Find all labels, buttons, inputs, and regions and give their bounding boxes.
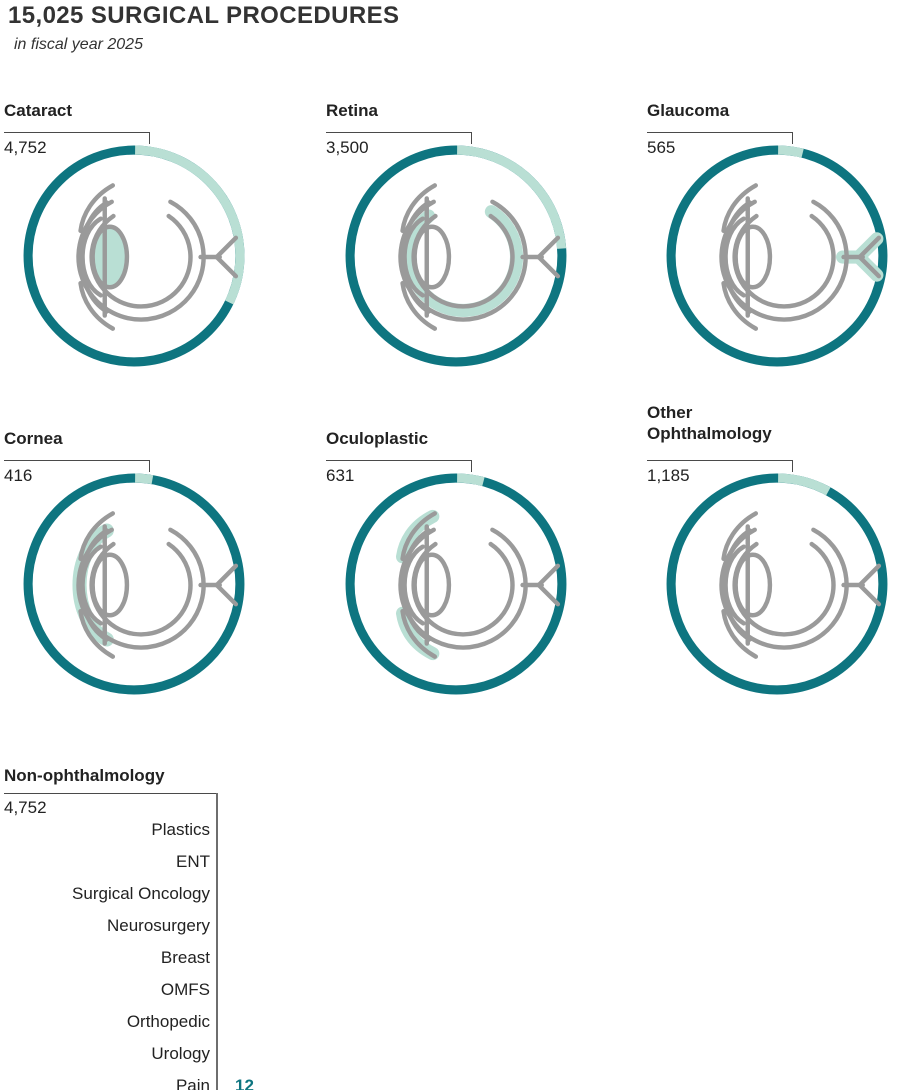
bar-chart-rule <box>4 793 217 794</box>
eye-chart-value: 631 <box>326 466 355 485</box>
bar-category-label: Neurosurgery <box>107 916 210 935</box>
bar-value-label: 494 <box>594 851 623 871</box>
bar-chart-row[interactable]: Breast 86 <box>0 945 900 970</box>
eye-chart-label: Cataract <box>4 101 73 120</box>
bar-category-label: Urology <box>151 1044 210 1063</box>
eye-chart-card-retina[interactable]: Retina 3,500 <box>322 100 567 372</box>
bar-category-label: Plastics <box>151 820 210 839</box>
bar-track[interactable]: 12 <box>218 1073 254 1090</box>
eye-chart-label: Glaucoma <box>647 101 730 120</box>
bar-value-label: 12 <box>235 1075 254 1090</box>
bar-chart-axis <box>216 793 218 1090</box>
bar-track[interactable]: 86 <box>218 945 900 970</box>
bar-chart-row[interactable]: Pain 12 <box>0 1073 900 1090</box>
bar-chart-title: Non-ophthalmology <box>4 766 165 785</box>
bar-chart-row[interactable]: Neurosurgery 291 <box>0 913 900 938</box>
eye-chart-value: 3,500 <box>326 138 369 157</box>
eye-chart-label: Oculoplastic <box>326 429 429 448</box>
bar-chart-row[interactable]: Surgical Oncology 338 <box>0 881 900 906</box>
page-subtitle: in fiscal year 2025 <box>14 36 143 53</box>
eye-chart-leader-line <box>471 460 472 472</box>
bar-value-label: 251 <box>391 819 420 839</box>
eye-diagram-icon <box>23 145 245 367</box>
eye-diagram-icon <box>345 473 567 695</box>
bar-category-label: OMFS <box>160 980 210 999</box>
eye-chart-card-cornea[interactable]: Cornea 416 <box>0 428 245 700</box>
bar-chart-row[interactable]: ENT 494 <box>0 849 900 874</box>
bar-value-label: 80 <box>259 1043 278 1063</box>
bar-chart-row[interactable]: Urology 80 <box>0 1041 900 1066</box>
page-title: 15,025 SURGICAL PROCEDURES <box>8 2 400 29</box>
bar-track[interactable]: 291 <box>218 913 460 938</box>
bar-chart-row[interactable]: Plastics 251 <box>0 817 900 842</box>
eye-diagram-icon <box>345 145 567 367</box>
bar-category-label: Pain <box>175 1076 210 1090</box>
bar-category-label: Breast <box>160 948 210 967</box>
eye-chart-rule <box>647 132 793 133</box>
eye-chart-card-other[interactable]: Other Ophthalmology 1,185 <box>643 402 888 700</box>
bar-track[interactable]: 90 <box>218 977 293 1002</box>
bar-value-label: 851 <box>891 1011 900 1031</box>
bar-track[interactable]: 80 <box>218 1041 285 1066</box>
eye-chart-rule <box>326 132 472 133</box>
bar-chart-row[interactable]: OMFS 90 <box>0 977 900 1002</box>
eye-diagram-icon <box>23 473 245 695</box>
bar-category-label: Orthopedic <box>126 1012 210 1031</box>
eye-chart-leader-line <box>792 460 793 472</box>
bar-value-label: 338 <box>464 883 493 903</box>
eye-diagram-wrap <box>661 468 893 705</box>
eye-chart-label: Cornea <box>4 429 63 448</box>
bar-track[interactable]: 251 <box>218 817 427 842</box>
eye-diagram-icon <box>666 145 888 367</box>
eye-diagram-wrap <box>340 468 572 705</box>
eye-chart-value: 416 <box>4 466 33 485</box>
eye-chart-rule <box>647 460 793 461</box>
bar-chart-total: 4,752 <box>4 798 47 817</box>
eye-chart-rule <box>4 460 150 461</box>
bar-track[interactable]: 851 <box>218 1009 900 1034</box>
eye-chart-rule <box>326 460 472 461</box>
eye-chart-card-oculoplastic[interactable]: Oculoplastic 631 <box>322 428 567 700</box>
eye-chart-card-cataract[interactable]: Cataract 4,752 <box>0 100 245 372</box>
eye-chart-leader-line <box>792 132 793 144</box>
bar-value-label: 291 <box>424 915 453 935</box>
eye-diagram-icon <box>666 473 888 695</box>
eye-chart-label-line2: Ophthalmology <box>647 424 772 443</box>
eye-chart-card-glaucoma[interactable]: Glaucoma 565 <box>643 100 888 372</box>
bar-value-label: 90 <box>267 979 286 999</box>
bar-track[interactable]: 338 <box>218 881 500 906</box>
eye-diagram-wrap <box>340 140 572 377</box>
bar-category-label: Surgical Oncology <box>72 884 210 903</box>
eye-chart-leader-line <box>471 132 472 144</box>
eye-diagram-wrap <box>661 140 893 377</box>
bar-track[interactable]: 494 <box>218 849 630 874</box>
eye-chart-rule <box>4 132 150 133</box>
eye-chart-value: 4,752 <box>4 138 47 157</box>
eye-chart-value: 565 <box>647 138 676 157</box>
bar-chart-row[interactable]: Orthopedic 851 <box>0 1009 900 1034</box>
eye-diagram-wrap <box>18 140 250 377</box>
eye-chart-label: Retina <box>326 101 378 120</box>
bar-category-label: ENT <box>176 852 210 871</box>
eye-chart-label: Other Ophthalmology <box>647 403 772 443</box>
eye-chart-leader-line <box>149 460 150 472</box>
eye-chart-leader-line <box>149 132 150 144</box>
eye-diagram-wrap <box>18 468 250 705</box>
eye-chart-value: 1,185 <box>647 466 690 485</box>
